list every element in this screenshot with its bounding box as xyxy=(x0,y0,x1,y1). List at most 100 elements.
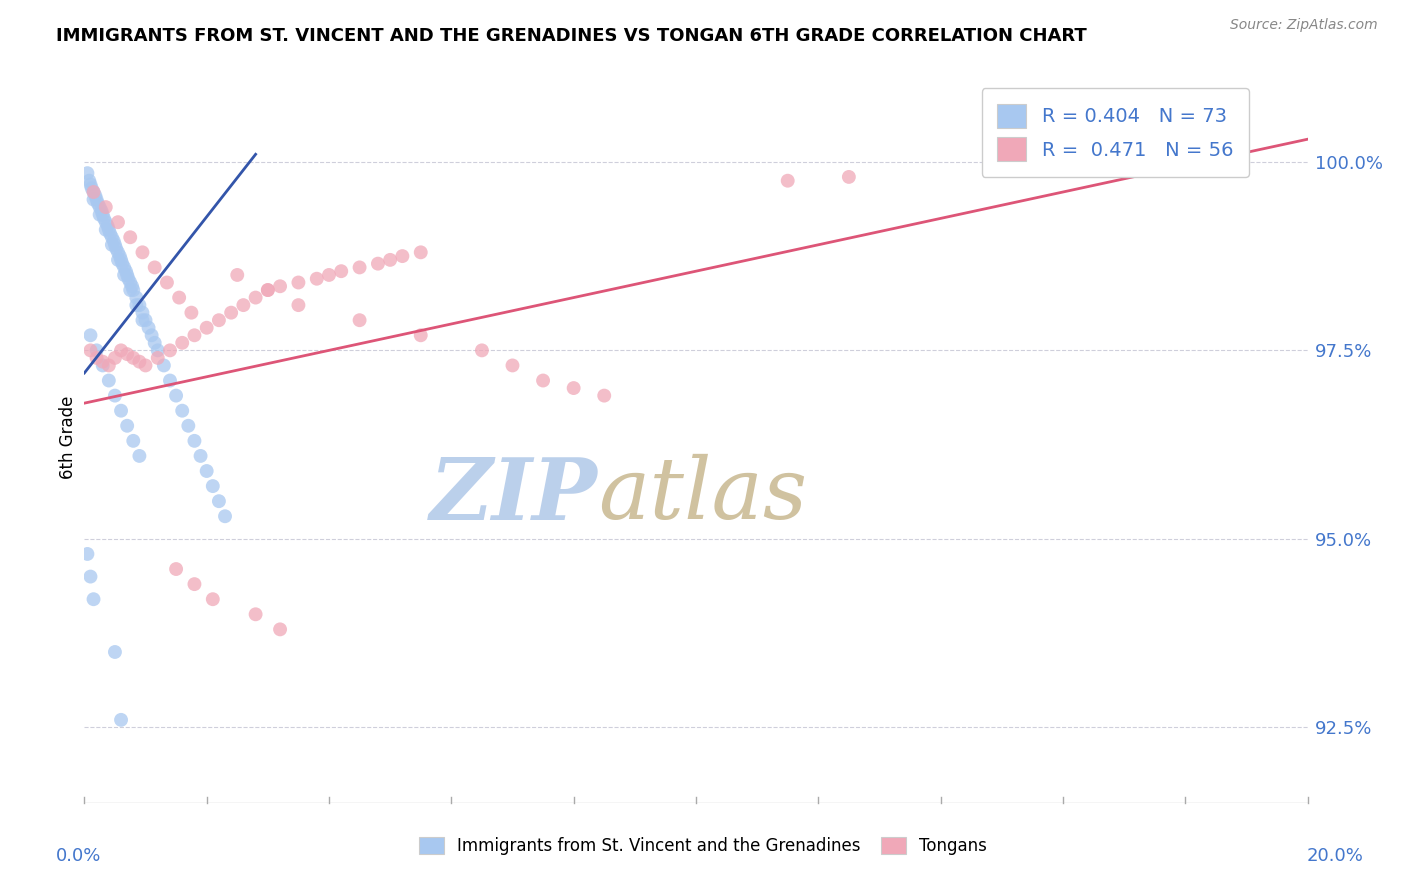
Point xyxy=(112,268,135,282)
Point xyxy=(141,328,163,343)
Point xyxy=(201,592,224,607)
Point xyxy=(115,418,138,433)
Point xyxy=(86,343,108,358)
Point xyxy=(245,607,267,622)
Point xyxy=(159,343,181,358)
Point xyxy=(409,245,432,260)
Point xyxy=(110,713,132,727)
Point xyxy=(269,279,291,293)
Text: Source: ZipAtlas.com: Source: ZipAtlas.com xyxy=(1230,18,1378,32)
Point xyxy=(226,268,249,282)
Point xyxy=(79,178,101,192)
Legend: R = 0.404   N = 73, R =  0.471   N = 56: R = 0.404 N = 73, R = 0.471 N = 56 xyxy=(981,88,1249,177)
Point xyxy=(117,271,139,285)
Point xyxy=(94,215,117,229)
Point xyxy=(107,245,129,260)
Point xyxy=(593,389,616,403)
Point xyxy=(146,343,169,358)
Text: IMMIGRANTS FROM ST. VINCENT AND THE GRENADINES VS TONGAN 6TH GRADE CORRELATION C: IMMIGRANTS FROM ST. VINCENT AND THE GREN… xyxy=(56,27,1087,45)
Point xyxy=(91,359,114,373)
Point xyxy=(121,279,143,293)
Point xyxy=(471,343,494,358)
Point xyxy=(776,174,799,188)
Point xyxy=(287,298,309,312)
Point xyxy=(115,347,138,361)
Point xyxy=(183,577,205,591)
Point xyxy=(305,271,328,285)
Point xyxy=(110,343,132,358)
Point xyxy=(83,185,105,199)
Point xyxy=(115,264,138,278)
Point xyxy=(79,328,101,343)
Point xyxy=(146,351,169,365)
Legend: Immigrants from St. Vincent and the Grenadines, Tongans: Immigrants from St. Vincent and the Gren… xyxy=(412,830,994,862)
Point xyxy=(318,268,340,282)
Point xyxy=(159,374,181,388)
Point xyxy=(79,569,101,583)
Point xyxy=(208,313,231,327)
Point xyxy=(219,306,242,320)
Point xyxy=(287,276,309,290)
Point xyxy=(80,181,103,195)
Point xyxy=(107,215,129,229)
Y-axis label: 6th Grade: 6th Grade xyxy=(59,395,77,479)
Point xyxy=(125,291,148,305)
Point xyxy=(180,306,202,320)
Point xyxy=(349,313,371,327)
Point xyxy=(94,200,117,214)
Point xyxy=(115,268,138,282)
Point xyxy=(391,249,413,263)
Point xyxy=(86,193,108,207)
Point xyxy=(97,223,120,237)
Point xyxy=(104,351,127,365)
Point xyxy=(104,645,127,659)
Point xyxy=(122,351,145,365)
Point xyxy=(91,354,114,368)
Point xyxy=(86,351,108,365)
Point xyxy=(201,479,224,493)
Point xyxy=(131,306,153,320)
Point xyxy=(165,562,187,576)
Point xyxy=(105,242,128,256)
Point xyxy=(128,449,150,463)
Point xyxy=(269,623,291,637)
Text: ZIP: ZIP xyxy=(430,454,598,537)
Point xyxy=(93,211,115,226)
Point xyxy=(367,257,389,271)
Point xyxy=(183,328,205,343)
Point xyxy=(562,381,585,395)
Point xyxy=(83,185,105,199)
Point xyxy=(349,260,371,275)
Point xyxy=(245,291,267,305)
Point xyxy=(195,464,218,478)
Point xyxy=(87,196,110,211)
Point xyxy=(195,320,218,334)
Point xyxy=(76,547,98,561)
Point xyxy=(135,359,157,373)
Point xyxy=(77,174,100,188)
Point xyxy=(208,494,231,508)
Point xyxy=(190,449,212,463)
Point xyxy=(122,434,145,448)
Point xyxy=(101,230,124,244)
Point xyxy=(122,283,145,297)
Point xyxy=(111,257,134,271)
Point xyxy=(94,223,117,237)
Point xyxy=(120,276,142,290)
Point xyxy=(128,354,150,368)
Point xyxy=(380,252,402,267)
Point xyxy=(97,374,120,388)
Point xyxy=(97,359,120,373)
Point xyxy=(110,403,132,417)
Point xyxy=(120,283,142,297)
Point xyxy=(89,200,111,214)
Point xyxy=(101,237,124,252)
Point xyxy=(128,298,150,312)
Point xyxy=(165,389,187,403)
Point xyxy=(257,283,280,297)
Point xyxy=(135,313,157,327)
Point xyxy=(103,234,125,248)
Point xyxy=(107,252,129,267)
Point xyxy=(502,359,524,373)
Text: atlas: atlas xyxy=(598,454,807,537)
